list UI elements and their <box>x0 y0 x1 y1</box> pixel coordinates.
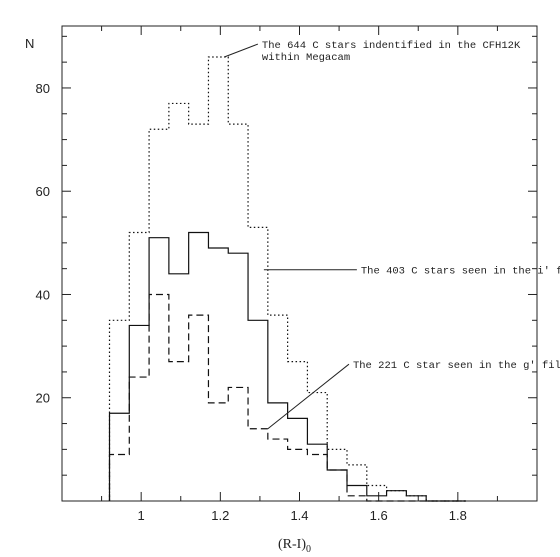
histogram-series <box>108 56 466 502</box>
plot-frame <box>61 25 538 502</box>
x-axis-title-main: (R-I) <box>278 537 306 552</box>
y-tick-label: 80 <box>36 81 50 96</box>
x-tick-label: 1.6 <box>370 508 388 523</box>
annotation-leader <box>267 363 350 430</box>
y-tick-label: 60 <box>36 184 50 199</box>
annotation-leader <box>224 43 259 58</box>
annotation-text: The 644 C stars indentified in the CFH12… <box>262 40 521 52</box>
y-axis-label: N <box>25 36 34 51</box>
x-axis-title: (R-I)0 <box>278 537 311 555</box>
annotations: The 644 C stars indentified in the CFH12… <box>224 40 560 430</box>
x-tick-label: 1.4 <box>290 508 308 523</box>
histogram-series-dashed <box>108 293 466 502</box>
histogram-series-dotted <box>108 56 466 502</box>
y-tick-label: 20 <box>36 391 50 406</box>
y-tick-label: 40 <box>36 287 50 302</box>
x-axis-title-subscript: 0 <box>306 544 311 555</box>
annotation-text: The 403 C stars seen in the i' file <box>361 266 560 278</box>
x-tick-label: 1 <box>138 508 145 523</box>
annotation-text: The 221 C star seen in the g' file <box>353 360 560 372</box>
annotation-text-line2: within Megacam <box>262 52 350 64</box>
axis-ticks: 1 1.2 1.4 1.6 1.8 20 40 60 80 <box>36 26 537 523</box>
histogram-series-solid <box>108 231 466 502</box>
x-tick-label: 1.2 <box>211 508 229 523</box>
x-tick-label: 1.8 <box>449 508 467 523</box>
